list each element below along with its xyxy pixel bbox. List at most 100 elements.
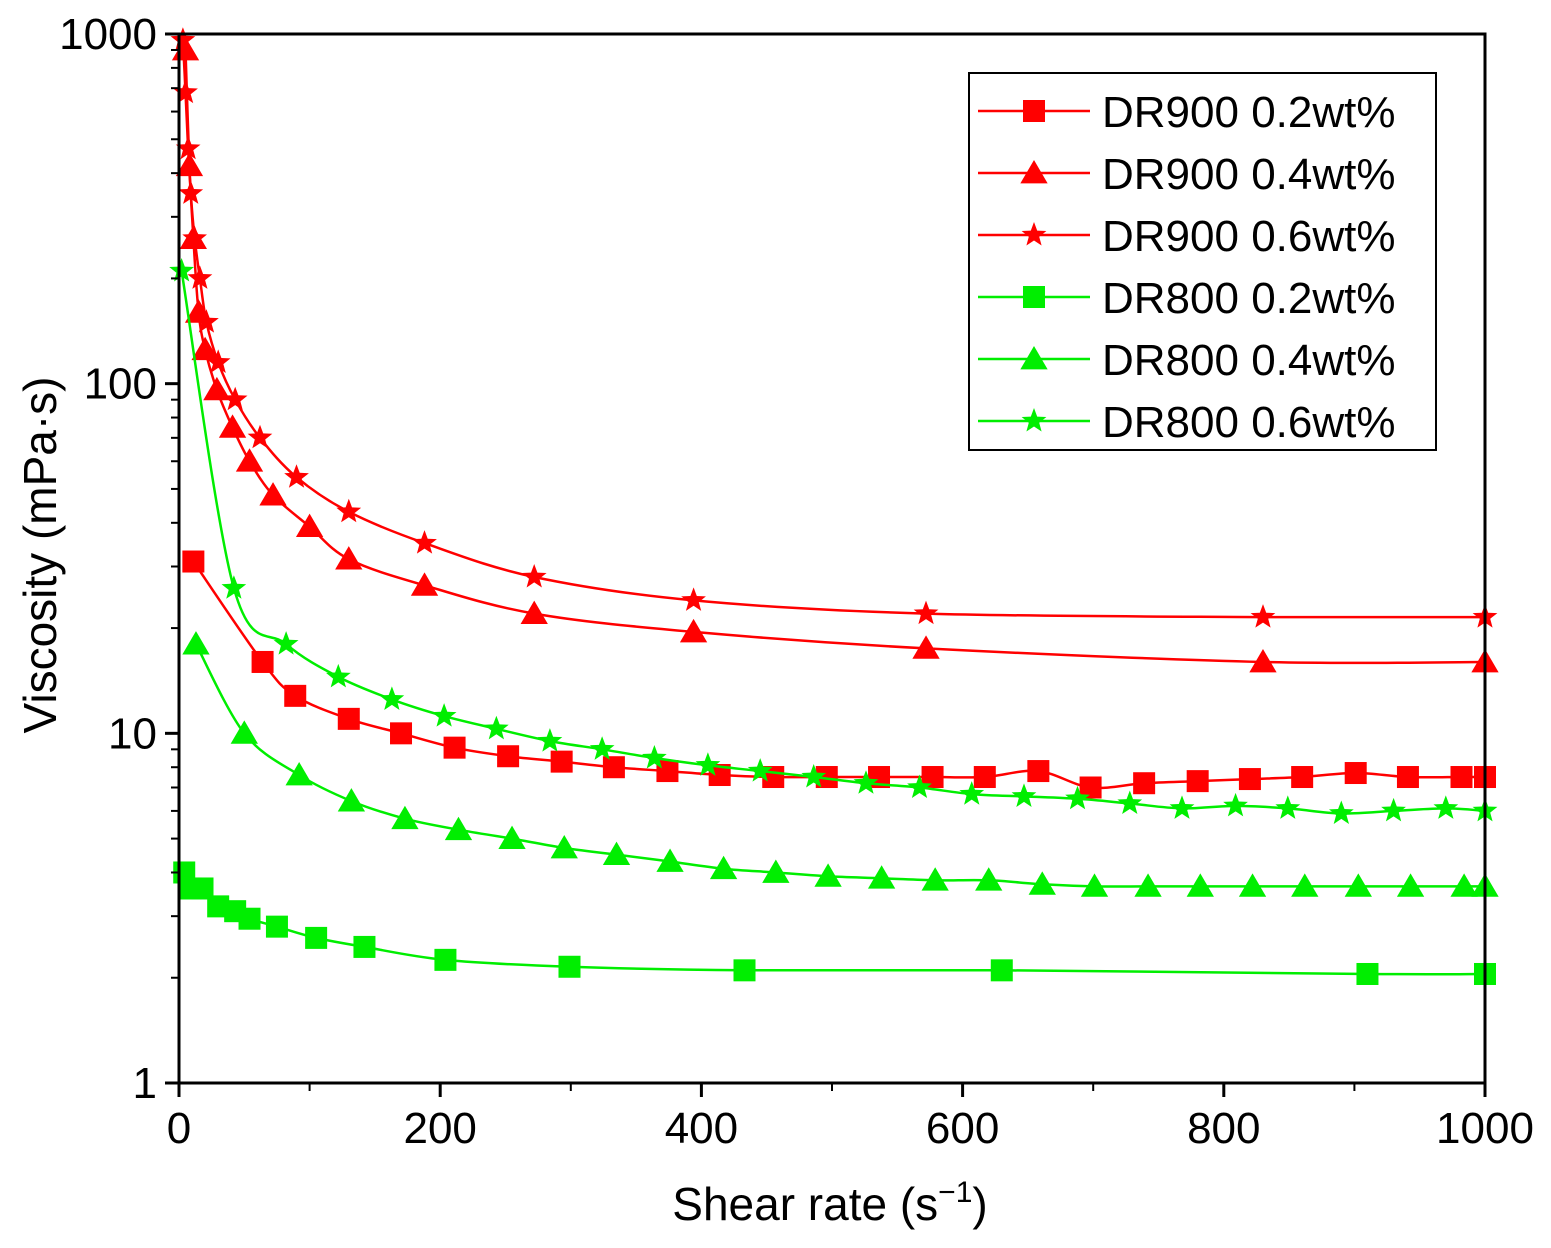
data-point bbox=[390, 722, 413, 745]
data-point bbox=[1381, 797, 1406, 822]
data-point bbox=[1356, 962, 1379, 985]
data-point bbox=[990, 959, 1013, 982]
data-point bbox=[498, 825, 526, 849]
legend-label: DR800 0.4wt% bbox=[1102, 336, 1395, 385]
series-dr800-0-2wt- bbox=[173, 861, 1496, 985]
data-point bbox=[1238, 768, 1261, 791]
data-point bbox=[520, 600, 548, 624]
data-point bbox=[205, 349, 231, 373]
series-dr800-0-4wt- bbox=[182, 631, 1499, 897]
data-point bbox=[656, 760, 679, 783]
series-line bbox=[192, 560, 1485, 790]
data-point bbox=[182, 550, 205, 573]
series-line bbox=[183, 872, 1486, 976]
data-point bbox=[1329, 800, 1354, 824]
data-point bbox=[1223, 792, 1248, 817]
data-point bbox=[733, 959, 756, 982]
data-point bbox=[602, 756, 625, 779]
data-point bbox=[305, 926, 328, 949]
data-point bbox=[484, 715, 509, 740]
data-point bbox=[285, 762, 313, 786]
legend-entry: DR900 0.2wt% bbox=[978, 88, 1395, 137]
axis-ticks: 0 200 400 600 800 1000 1 10 100 1000 bbox=[59, 10, 1534, 1153]
legend: DR900 0.2wt% DR900 0.4wt% DR900 0.6wt% DR80… bbox=[968, 72, 1437, 451]
x-tick-label: 0 bbox=[167, 1104, 191, 1153]
data-point bbox=[218, 414, 247, 438]
legend-label: DR900 0.6wt% bbox=[1102, 212, 1395, 261]
data-point bbox=[337, 707, 360, 730]
data-point bbox=[1065, 785, 1090, 810]
legend-entry: DR900 0.6wt% bbox=[978, 212, 1395, 261]
data-point bbox=[178, 180, 204, 204]
legend-label: DR800 0.6wt% bbox=[1102, 398, 1395, 447]
legend-entry: DR800 0.6wt% bbox=[978, 398, 1395, 447]
data-point bbox=[1433, 795, 1459, 819]
data-point bbox=[391, 805, 419, 830]
data-point bbox=[814, 863, 842, 887]
y-tick-label: 10 bbox=[108, 709, 157, 758]
data-point bbox=[1186, 770, 1209, 793]
data-point bbox=[247, 424, 273, 449]
legend-entry: DR800 0.2wt% bbox=[978, 274, 1395, 323]
data-point bbox=[284, 464, 309, 488]
data-point bbox=[921, 766, 944, 789]
data-point bbox=[265, 915, 288, 938]
x-tick-label: 600 bbox=[926, 1104, 999, 1153]
data-point bbox=[295, 513, 324, 538]
data-point bbox=[1134, 873, 1162, 897]
x-tick-label: 800 bbox=[1187, 1104, 1260, 1153]
data-point bbox=[230, 720, 258, 744]
legend-marker bbox=[1023, 286, 1045, 308]
data-point bbox=[959, 781, 985, 805]
legend-marker bbox=[1020, 160, 1048, 184]
data-point bbox=[867, 865, 896, 889]
legend-marker bbox=[1021, 222, 1047, 246]
data-point bbox=[853, 770, 879, 794]
data-point bbox=[203, 376, 231, 401]
data-point bbox=[431, 703, 457, 727]
data-point bbox=[326, 663, 351, 688]
legend-label: DR900 0.2wt% bbox=[1102, 88, 1395, 137]
data-point bbox=[550, 834, 578, 859]
legend-marker bbox=[1023, 100, 1045, 122]
data-point bbox=[1250, 604, 1276, 628]
legend-entry: DR900 0.4wt% bbox=[978, 150, 1395, 199]
legend-box bbox=[968, 72, 1437, 451]
data-point bbox=[1079, 776, 1102, 799]
data-point bbox=[284, 684, 307, 707]
data-point bbox=[336, 498, 362, 523]
data-point bbox=[412, 530, 437, 554]
y-tick-label: 1 bbox=[133, 1059, 157, 1108]
data-point bbox=[709, 855, 738, 880]
data-point bbox=[1238, 873, 1267, 897]
data-point bbox=[1028, 871, 1056, 895]
series-dr800-0-6wt- bbox=[169, 258, 1498, 824]
y-tick-label: 100 bbox=[84, 360, 157, 409]
data-point bbox=[170, 27, 196, 51]
data-point bbox=[221, 575, 247, 599]
data-point bbox=[708, 764, 731, 787]
data-point bbox=[353, 935, 376, 958]
data-point bbox=[681, 587, 706, 611]
x-tick-label: 400 bbox=[665, 1104, 738, 1153]
data-point bbox=[1080, 873, 1109, 897]
data-point bbox=[801, 764, 827, 788]
data-point bbox=[1186, 873, 1214, 897]
data-point bbox=[1450, 873, 1478, 897]
data-point bbox=[558, 955, 581, 978]
data-point bbox=[747, 758, 773, 782]
series-dr900-0-4wt- bbox=[171, 36, 1499, 673]
data-point bbox=[695, 752, 721, 776]
series-dr900-0-2wt- bbox=[182, 550, 1496, 799]
data-point bbox=[175, 135, 201, 160]
data-point bbox=[679, 618, 708, 643]
data-point bbox=[521, 564, 547, 588]
series-dr900-0-6wt- bbox=[170, 27, 1498, 628]
data-point bbox=[337, 788, 366, 812]
data-point bbox=[273, 631, 299, 655]
data-point bbox=[1249, 648, 1277, 673]
data-point bbox=[1117, 790, 1143, 814]
data-point bbox=[1027, 760, 1050, 783]
series-line bbox=[181, 40, 1486, 619]
series-layer bbox=[169, 27, 1499, 985]
